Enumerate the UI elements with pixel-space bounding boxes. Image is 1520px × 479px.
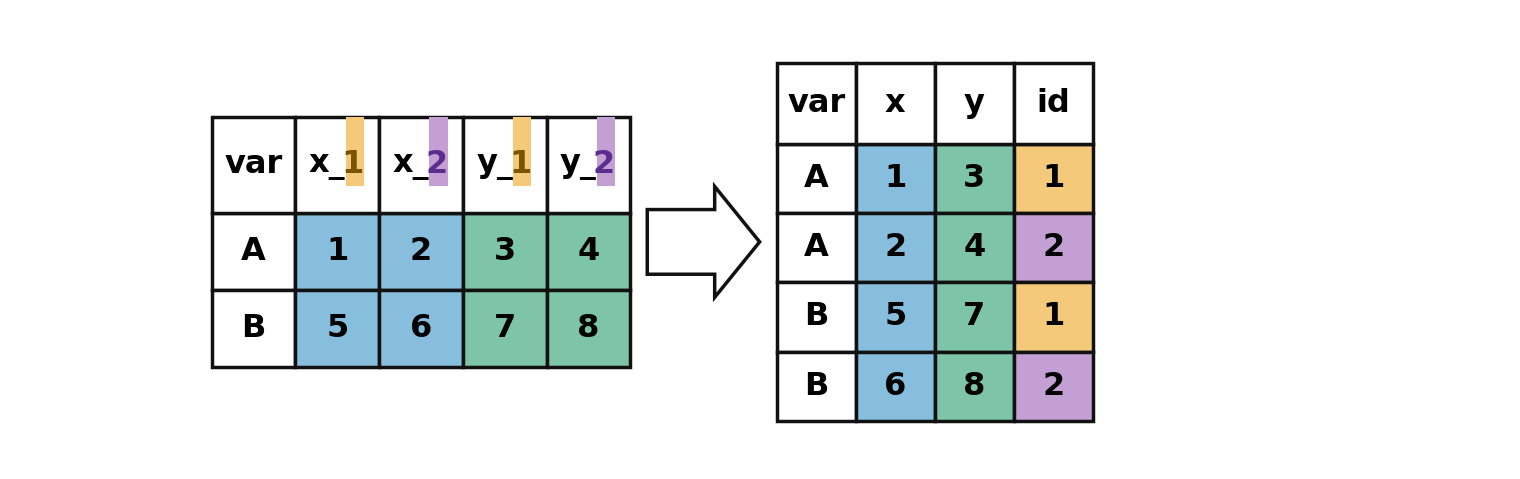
Bar — [211, 117, 295, 213]
Text: 5: 5 — [327, 313, 348, 344]
Bar — [295, 290, 378, 367]
Bar — [856, 352, 935, 421]
Bar — [547, 117, 631, 213]
Text: 7: 7 — [494, 313, 515, 344]
Text: A: A — [804, 232, 828, 263]
Text: 8: 8 — [578, 313, 599, 344]
Text: x: x — [885, 88, 906, 119]
Bar — [935, 352, 1014, 421]
Bar — [777, 352, 856, 421]
Text: 2: 2 — [1043, 371, 1064, 402]
Text: 2: 2 — [426, 149, 447, 181]
Bar — [295, 213, 378, 290]
Bar — [777, 144, 856, 213]
Text: 3: 3 — [964, 163, 985, 194]
Polygon shape — [648, 186, 760, 297]
Text: x_: x_ — [392, 149, 429, 181]
Bar — [935, 144, 1014, 213]
Bar — [295, 117, 378, 213]
Bar — [935, 213, 1014, 282]
Bar — [856, 213, 935, 282]
Bar — [777, 63, 856, 144]
Text: 3: 3 — [494, 236, 515, 267]
Bar — [1014, 352, 1093, 421]
Text: y_: y_ — [559, 149, 597, 181]
Bar — [345, 117, 363, 186]
Bar — [856, 282, 935, 352]
Bar — [856, 63, 935, 144]
Bar — [211, 213, 295, 290]
Text: A: A — [804, 163, 828, 194]
Bar — [777, 213, 856, 282]
Bar — [547, 290, 631, 367]
Text: 1: 1 — [1043, 301, 1064, 332]
Text: A: A — [242, 236, 266, 267]
Bar — [514, 117, 532, 186]
Text: 4: 4 — [964, 232, 985, 263]
Bar — [1014, 63, 1093, 144]
Text: var: var — [787, 88, 845, 119]
Text: B: B — [804, 371, 828, 402]
Text: x_: x_ — [309, 149, 345, 181]
Text: 1: 1 — [509, 149, 532, 181]
Bar — [462, 290, 547, 367]
Text: 5: 5 — [885, 301, 906, 332]
Text: y_: y_ — [476, 149, 514, 181]
Bar — [429, 117, 448, 186]
Text: B: B — [804, 301, 828, 332]
Text: 6: 6 — [410, 313, 432, 344]
Bar — [1014, 213, 1093, 282]
Text: 2: 2 — [593, 149, 616, 181]
Text: 1: 1 — [327, 236, 348, 267]
Text: id: id — [1037, 88, 1070, 119]
Text: y: y — [964, 88, 985, 119]
Text: var: var — [225, 149, 283, 181]
Bar — [211, 290, 295, 367]
Text: 4: 4 — [578, 236, 599, 267]
Bar — [1014, 282, 1093, 352]
Text: 2: 2 — [1043, 232, 1064, 263]
Bar — [462, 213, 547, 290]
Text: 7: 7 — [964, 301, 985, 332]
Text: 1: 1 — [1043, 163, 1064, 194]
Text: 1: 1 — [885, 163, 906, 194]
Bar — [462, 117, 547, 213]
Bar — [378, 117, 462, 213]
Text: 6: 6 — [885, 371, 906, 402]
Text: 2: 2 — [885, 232, 906, 263]
Text: 2: 2 — [410, 236, 432, 267]
Text: 8: 8 — [964, 371, 985, 402]
Bar — [777, 282, 856, 352]
Bar — [935, 282, 1014, 352]
Bar — [1014, 144, 1093, 213]
Bar — [378, 213, 462, 290]
Bar — [856, 144, 935, 213]
Bar — [935, 63, 1014, 144]
Bar — [597, 117, 616, 186]
Text: B: B — [242, 313, 266, 344]
Text: 1: 1 — [342, 149, 363, 181]
Bar — [378, 290, 462, 367]
Bar — [547, 213, 631, 290]
